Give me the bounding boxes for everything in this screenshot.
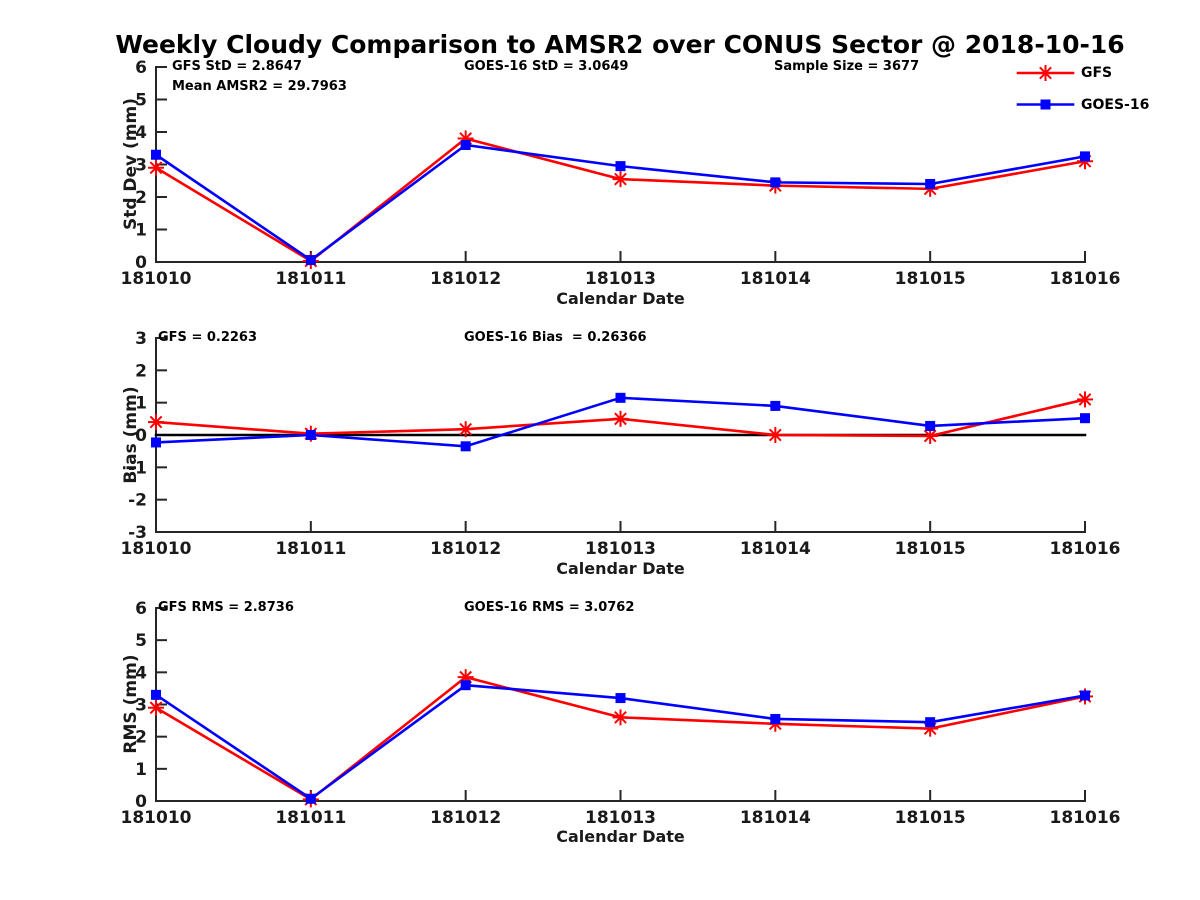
svg-text:1: 1 — [135, 394, 147, 414]
svg-text:181014: 181014 — [740, 539, 811, 559]
svg-text:181016: 181016 — [1050, 808, 1121, 828]
annotation-goes-std: GOES-16 StD = 3.0649 — [464, 59, 629, 74]
svg-text:4: 4 — [135, 123, 147, 143]
svg-text:181014: 181014 — [740, 808, 811, 828]
svg-text:181015: 181015 — [895, 808, 966, 828]
svg-text:5: 5 — [135, 631, 147, 651]
svg-text:181010: 181010 — [121, 269, 192, 289]
svg-text:181011: 181011 — [275, 539, 346, 559]
bias-y-axis-label: Bias (mm) — [121, 386, 141, 484]
svg-text:181015: 181015 — [895, 539, 966, 559]
svg-text:3: 3 — [135, 329, 147, 349]
svg-text:-2: -2 — [128, 491, 147, 511]
annotation-goes-rms: GOES-16 RMS = 3.0762 — [464, 600, 635, 615]
svg-text:181015: 181015 — [895, 269, 966, 289]
svg-text:6: 6 — [135, 58, 147, 78]
svg-text:6: 6 — [135, 599, 147, 619]
svg-text:181013: 181013 — [585, 808, 656, 828]
svg-text:181016: 181016 — [1050, 269, 1121, 289]
svg-text:-3: -3 — [128, 523, 147, 543]
figure-title: Weekly Cloudy Comparison to AMSR2 over C… — [115, 30, 1125, 59]
annotation-mean-amsr2: Mean AMSR2 = 29.7963 — [172, 79, 347, 94]
svg-text:2: 2 — [135, 361, 147, 381]
legend-label-goes16: GOES-16 — [1081, 97, 1150, 113]
rms-y-axis-label: RMS (mm) — [121, 654, 141, 754]
annotation-sample-size: Sample Size = 3677 — [774, 59, 920, 74]
svg-text:2: 2 — [135, 188, 147, 208]
annotation-gfs-bias: GFS = 0.2263 — [158, 330, 258, 345]
rms-x-axis-label: Calendar Date — [556, 827, 685, 846]
svg-text:0: 0 — [135, 792, 147, 812]
svg-text:181012: 181012 — [430, 269, 501, 289]
annotation-gfs-std: GFS StD = 2.8647 — [172, 59, 302, 74]
svg-text:5: 5 — [135, 91, 147, 111]
svg-text:-1: -1 — [128, 458, 147, 478]
svg-text:1: 1 — [135, 760, 147, 780]
svg-text:181016: 181016 — [1050, 539, 1121, 559]
svg-text:181010: 181010 — [121, 808, 192, 828]
svg-text:181011: 181011 — [275, 269, 346, 289]
stddev-y-axis-label: Std Dev (mm) — [121, 97, 141, 231]
legend-label-gfs: GFS — [1081, 65, 1113, 81]
svg-text:181011: 181011 — [275, 808, 346, 828]
svg-text:181013: 181013 — [585, 539, 656, 559]
annotation-goes-bias: GOES-16 Bias = 0.26366 — [464, 330, 647, 345]
svg-text:181012: 181012 — [430, 808, 501, 828]
svg-text:4: 4 — [135, 663, 147, 683]
annotation-gfs-rms: GFS RMS = 2.8736 — [158, 600, 294, 615]
svg-text:0: 0 — [135, 426, 147, 446]
svg-text:3: 3 — [135, 696, 147, 716]
svg-text:3: 3 — [135, 156, 147, 176]
svg-text:2: 2 — [135, 728, 147, 748]
svg-text:181010: 181010 — [121, 539, 192, 559]
svg-text:181012: 181012 — [430, 539, 501, 559]
bias-x-axis-label: Calendar Date — [556, 559, 685, 578]
svg-text:181013: 181013 — [585, 269, 656, 289]
svg-text:1: 1 — [135, 221, 147, 241]
svg-text:0: 0 — [135, 253, 147, 273]
svg-text:181014: 181014 — [740, 269, 811, 289]
stddev-x-axis-label: Calendar Date — [556, 289, 685, 308]
